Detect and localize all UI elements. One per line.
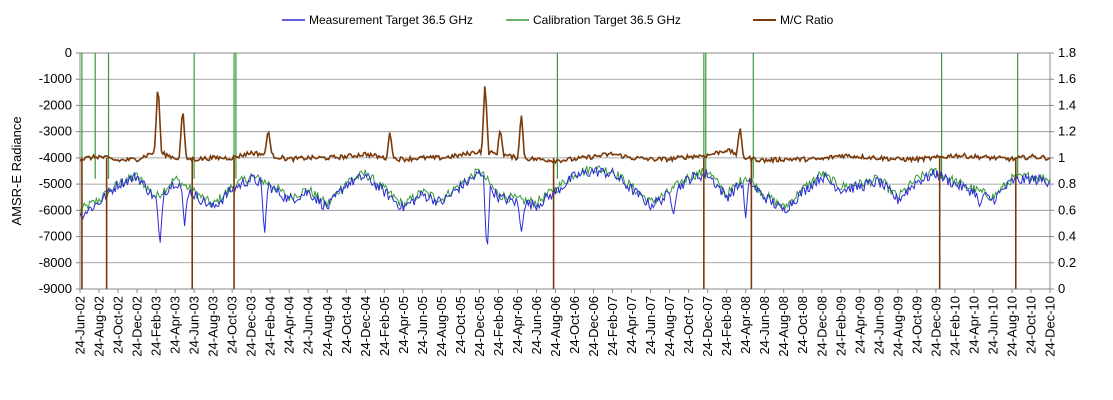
x-tick-label: 24-Aug-10 [1004,296,1019,357]
x-tick-label: 24-Feb-10 [947,296,962,356]
x-tick-label: 24-Dec-05 [472,296,487,357]
x-tick-label: 24-Oct-02 [111,296,126,354]
x-tick-label: 24-Feb-08 [719,296,734,356]
y-tick-label: -5000 [39,176,72,191]
y2-tick-label: 1.8 [1058,45,1076,60]
x-tick-label: 24-Oct-10 [1023,296,1038,354]
y-tick-label: -2000 [39,97,72,112]
y-tick-label: -4000 [39,150,72,165]
x-tick-label: 24-Oct-09 [909,296,924,354]
y2-tick-label: 1 [1058,150,1065,165]
x-tick-label: 24-Oct-05 [453,296,468,354]
x-tick-label: 24-Aug-08 [776,296,791,357]
y2-tick-label: 1.6 [1058,71,1076,86]
x-tick-label: 24-Feb-06 [491,296,506,356]
y2-tick-label: 1.2 [1058,124,1076,139]
x-tick-label: 24-Apr-08 [738,296,753,354]
x-tick-label: 24-Jun-08 [757,296,772,355]
y-tick-label: -3000 [39,124,72,139]
series-calibration-line [79,165,1051,213]
x-tick-label: 24-Apr-03 [168,296,183,354]
plot-area [79,52,1051,290]
x-tick-label: 24-Aug-07 [662,296,677,357]
x-tick-label: 24-Dec-03 [244,296,259,357]
x-tick-label: 24-Aug-06 [548,296,563,357]
x-tick-label: 24-Dec-08 [814,296,829,357]
y2-tick-label: 1.4 [1058,97,1076,112]
x-tick-label: 24-Oct-07 [681,296,696,354]
y2-tick-label: 0.6 [1058,202,1076,217]
y-tick-label: -6000 [39,202,72,217]
legend-label-measurement: Measurement Target 36.5 GHz [309,13,473,27]
x-tick-label: 24-Jun-06 [529,296,544,355]
y-axis-left: 0 -1000 -2000 -3000 -4000 -5000 -6000 -7000 -800… [39,45,80,296]
x-tick-label: 24-Dec-07 [700,296,715,357]
y-tick-label: 0 [65,45,72,60]
y-tick-label: -8000 [39,255,72,270]
x-tick-label: 24-Dec-09 [928,296,943,357]
x-tick-label: 24-Jun-02 [73,296,88,355]
series-layer [79,53,1051,289]
x-tick-label: 24-Dec-02 [130,296,145,357]
x-tick-label: 24-Apr-06 [510,296,525,354]
gridlines [80,78,1050,264]
x-tick-label: 24-Feb-04 [263,296,278,356]
x-axis: 24-Jun-02 24-Aug-02 24-Oct-02 24-Dec-02 24-F… [73,289,1058,357]
y-axis-right: 1.8 1.6 1.4 1.2 1 0.8 0.6 0.4 0.2 0 [1050,45,1076,296]
x-tick-label: 24-Oct-06 [567,296,582,354]
x-tick-label: 24-Oct-03 [225,296,240,354]
y2-tick-label: 0.8 [1058,176,1076,191]
legend-label-ratio: M/C Ratio [780,13,834,27]
y-axis-title: AMSR-E Radiance [9,116,24,225]
x-tick-label: 24-Jun-09 [871,296,886,355]
x-tick-label: 24-Feb-09 [833,296,848,356]
x-tick-label: 24-Dec-10 [1043,296,1058,357]
x-tick-label: 24-Aug-09 [890,296,905,357]
x-tick-label: 24-Oct-04 [339,296,354,354]
y-tick-label: -7000 [39,229,72,244]
legend-label-calibration: Calibration Target 36.5 GHz [533,13,681,27]
y2-tick-label: 0.2 [1058,255,1076,270]
y2-tick-label: 0 [1058,281,1065,296]
y-tick-label: -9000 [39,281,72,296]
series-measurement-line [79,166,1051,245]
x-tick-label: 24-Apr-10 [966,296,981,354]
x-tick-label: 24-Aug-02 [92,296,107,357]
x-tick-label: 24-Apr-04 [282,296,297,354]
x-tick-label: 24-Aug-04 [320,296,335,357]
x-tick-label: 24-Dec-04 [358,296,373,357]
x-tick-label: 24-Apr-07 [624,296,639,354]
x-tick-label: 24-Aug-05 [434,296,449,357]
x-tick-label: 24-Feb-07 [605,296,620,356]
x-tick-label: 24-Feb-05 [377,296,392,356]
y-tick-label: -1000 [39,71,72,86]
y2-tick-label: 0.4 [1058,229,1076,244]
x-tick-label: 24-Oct-08 [795,296,810,354]
series-ratio-line [79,86,1051,165]
x-tick-label: 24-Jun-04 [301,296,316,355]
legend: Measurement Target 36.5 GHz Calibration … [282,13,834,27]
x-tick-label: 24-Apr-05 [396,296,411,354]
x-tick-label: 24-Apr-09 [852,296,867,354]
x-tick-label: 24-Jun-03 [187,296,202,355]
x-tick-label: 24-Feb-03 [149,296,164,356]
x-tick-label: 24-Jun-10 [985,296,1000,355]
x-tick-label: 24-Jun-07 [643,296,658,355]
x-tick-label: 24-Dec-06 [586,296,601,357]
x-tick-label: 24-Aug-03 [206,296,221,357]
x-tick-label: 24-Jun-05 [415,296,430,355]
